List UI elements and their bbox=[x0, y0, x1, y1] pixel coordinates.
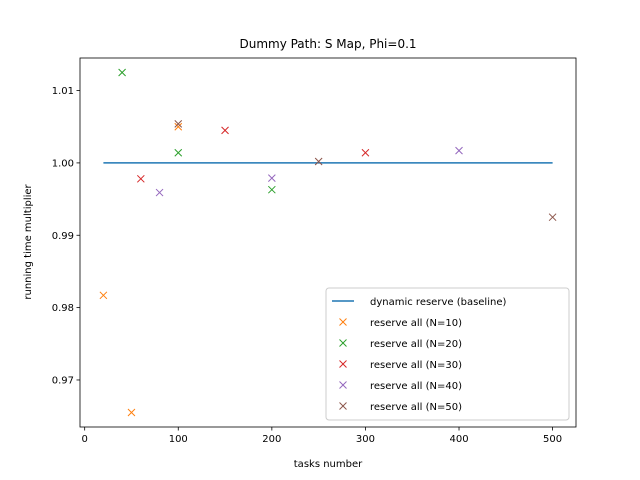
point-marker bbox=[361, 148, 370, 157]
x-tick-label: 300 bbox=[356, 434, 375, 445]
legend-box bbox=[325, 287, 570, 421]
marker-stroke bbox=[221, 126, 229, 135]
x-tick-label: 0 bbox=[81, 434, 87, 445]
marker-stroke bbox=[174, 119, 183, 128]
point-marker bbox=[118, 68, 126, 77]
x-axis-label: tasks number bbox=[294, 459, 363, 470]
legend-marker-stroke bbox=[339, 381, 347, 389]
legend-marker-stroke bbox=[339, 402, 347, 410]
marker-stroke bbox=[174, 148, 183, 157]
point-marker bbox=[155, 188, 164, 197]
point-marker bbox=[314, 157, 323, 166]
y-tick-label: 1.01 bbox=[52, 86, 74, 97]
point-marker bbox=[221, 126, 229, 135]
y-tick-label: 1.00 bbox=[52, 158, 74, 169]
plot-area bbox=[99, 68, 557, 417]
marker-stroke bbox=[127, 408, 136, 417]
marker-stroke bbox=[118, 68, 126, 77]
marker-stroke bbox=[455, 146, 463, 155]
legend-label: reserve all (N=40) bbox=[370, 381, 462, 392]
x-tick-label: 500 bbox=[543, 434, 562, 445]
marker-stroke bbox=[155, 188, 164, 197]
x-tick-label: 100 bbox=[169, 434, 188, 445]
point-marker bbox=[455, 146, 463, 155]
legend: dynamic reserve (baseline) reserve all (N… bbox=[325, 287, 570, 421]
legend-label: reserve all (N=10) bbox=[370, 318, 462, 329]
marker-stroke bbox=[99, 291, 108, 300]
marker-stroke bbox=[548, 213, 557, 222]
axes-frame bbox=[79, 57, 577, 428]
x-tick-label: 200 bbox=[262, 434, 281, 445]
legend-entry: reserve all (N=50) bbox=[339, 402, 462, 413]
legend-entry: reserve all (N=30) bbox=[339, 360, 462, 371]
point-marker bbox=[267, 185, 276, 194]
legend-marker-stroke bbox=[339, 360, 347, 368]
point-marker bbox=[174, 148, 183, 157]
y-tick-label: 0.99 bbox=[52, 231, 74, 242]
legend-marker-stroke bbox=[339, 318, 347, 326]
x-tick-label: 400 bbox=[449, 434, 468, 445]
legend-label: reserve all (N=20) bbox=[370, 339, 462, 350]
legend-entry: reserve all (N=20) bbox=[339, 339, 462, 350]
y-axis-label: running time multiplier bbox=[23, 183, 34, 299]
marker-stroke bbox=[267, 185, 276, 194]
legend-entry: dynamic reserve (baseline) bbox=[332, 297, 506, 308]
marker-stroke bbox=[267, 174, 276, 182]
legend-entry: reserve all (N=40) bbox=[339, 381, 462, 392]
marker-stroke bbox=[174, 122, 183, 131]
point-marker bbox=[127, 408, 136, 417]
y-tick-label: 0.98 bbox=[52, 303, 74, 314]
marker-stroke bbox=[314, 157, 323, 166]
legend-label: dynamic reserve (baseline) bbox=[370, 297, 506, 308]
y-tick-label: 0.97 bbox=[52, 375, 74, 386]
legend-entry: reserve all (N=10) bbox=[339, 318, 462, 329]
point-marker bbox=[548, 213, 557, 222]
marker-stroke bbox=[361, 148, 370, 157]
legend-label: reserve all (N=50) bbox=[370, 402, 462, 413]
point-marker bbox=[174, 122, 183, 131]
axis-ticks: 0 100 200 300 400 500 0.97 0.98 0.99 1.00 1.01 bbox=[52, 57, 577, 445]
chart-title: Dummy Path: S Map, Phi=0.1 bbox=[239, 37, 416, 51]
marker-stroke bbox=[136, 174, 145, 183]
point-marker bbox=[99, 291, 108, 300]
legend-label: reserve all (N=30) bbox=[370, 360, 462, 371]
point-marker bbox=[267, 174, 276, 182]
legend-marker-stroke bbox=[339, 339, 347, 347]
point-marker bbox=[174, 119, 183, 128]
point-marker bbox=[136, 174, 145, 183]
